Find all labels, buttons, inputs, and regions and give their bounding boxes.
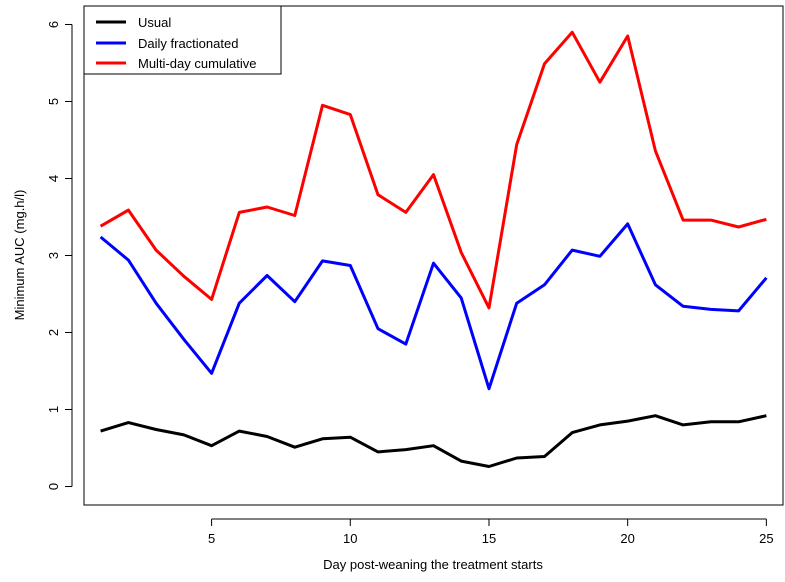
y-tick-label: 4 [46,175,61,182]
x-axis: 5 10 15 20 25 [208,518,774,546]
y-tick-label: 5 [46,98,61,105]
legend-label-usual: Usual [138,15,171,30]
y-axis: 0 1 2 3 4 5 6 [46,21,73,490]
legend-label-multi-day-cumulative: Multi-day cumulative [138,56,257,71]
legend: Usual Daily fractionated Multi-day cumul… [83,5,282,75]
legend-label-daily-fractionated: Daily fractionated [138,36,238,51]
y-tick-label: 0 [46,483,61,490]
y-tick-label: 3 [46,252,61,259]
x-tick-label: 5 [208,531,215,546]
plot-frame [83,5,784,506]
x-tick-label: 20 [620,531,634,546]
series-line-multi-day-cumulative [99,30,767,310]
x-tick-label: 15 [482,531,496,546]
x-tick-label: 25 [759,531,773,546]
y-tick-label: 2 [46,329,61,336]
y-axis-title: Minimum AUC (mg.h/l) [12,190,27,321]
series-line-usual [100,414,767,468]
series-line-daily-fractionated [99,222,768,391]
x-tick-label: 10 [343,531,357,546]
y-tick-label: 6 [46,21,61,28]
x-axis-title: Day post-weaning the treatment starts [323,557,543,572]
y-tick-label: 1 [46,406,61,413]
series-layer [99,30,768,468]
